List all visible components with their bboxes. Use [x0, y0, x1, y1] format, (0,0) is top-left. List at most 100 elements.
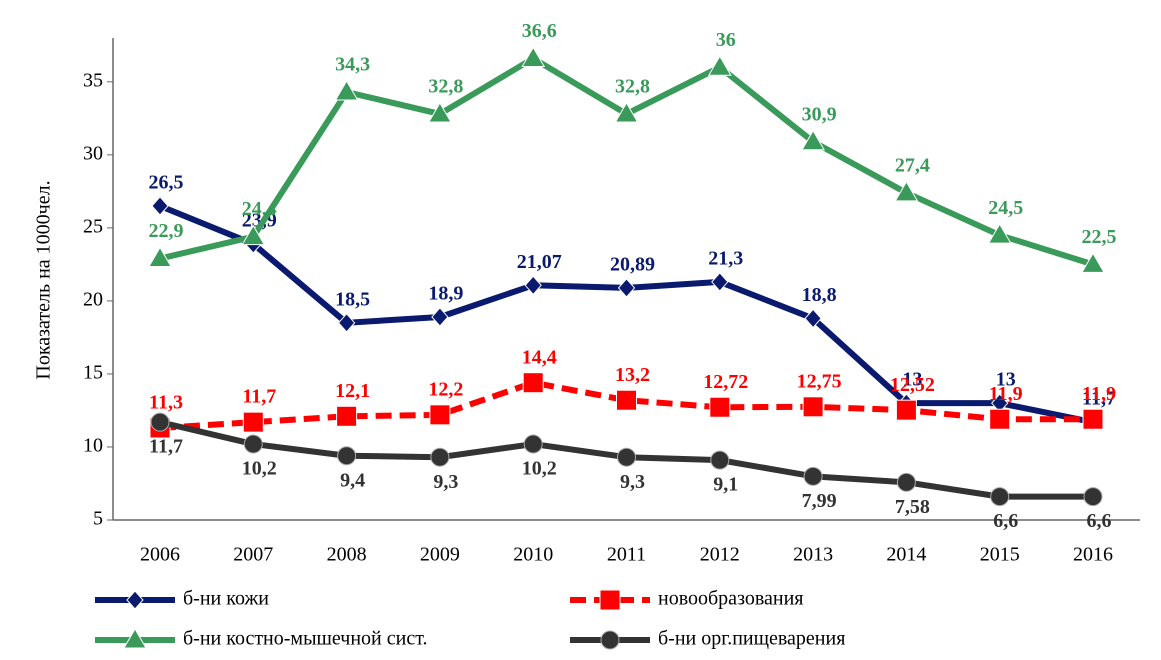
legend-label: новообразования [658, 588, 804, 610]
legend-marker [600, 630, 620, 650]
data-point [1081, 252, 1105, 273]
data-label: 22,9 [149, 220, 184, 242]
data-point [709, 396, 731, 418]
data-point [337, 446, 357, 466]
data-point [243, 434, 263, 454]
x-tick-label: 2012 [700, 544, 740, 566]
data-point [336, 405, 358, 427]
data-label: 26,5 [149, 172, 184, 194]
data-label: 18,5 [335, 288, 370, 310]
x-tick-label: 2009 [420, 544, 460, 566]
data-label: 30,9 [802, 103, 837, 125]
data-point [803, 466, 823, 486]
data-label: 12,2 [428, 378, 463, 400]
data-label: 9,1 [713, 474, 738, 496]
x-tick-label: 2011 [607, 544, 646, 566]
legend-label: б-ни костно-мышечной сист. [183, 628, 427, 650]
data-point [614, 101, 639, 123]
data-label: 14,4 [522, 346, 557, 368]
data-point [334, 80, 359, 101]
y-tick-label: 30 [83, 142, 103, 164]
data-point [242, 411, 264, 433]
data-label: 34,3 [335, 54, 370, 76]
data-label: 36,6 [522, 20, 557, 42]
data-label: 13 [902, 369, 922, 391]
x-tick-label: 2013 [793, 544, 833, 566]
data-label: 13 [996, 369, 1016, 391]
x-tick-label: 2008 [327, 544, 367, 566]
data-point [987, 223, 1012, 244]
data-label: 11,7 [1082, 388, 1116, 410]
x-tick-label: 2006 [140, 544, 180, 566]
legend-marker [599, 589, 621, 611]
y-tick-label: 10 [83, 435, 103, 457]
data-point [801, 129, 825, 151]
data-label: 32,8 [615, 76, 650, 98]
data-point [337, 313, 356, 333]
data-label: 11,7 [242, 386, 276, 408]
data-point [989, 408, 1011, 430]
x-tick-label: 2015 [980, 544, 1020, 566]
data-point [617, 278, 636, 298]
data-point [523, 434, 543, 454]
data-label: 36 [716, 29, 736, 51]
data-point [429, 404, 451, 426]
data-label: 21,07 [517, 251, 562, 273]
data-point [521, 46, 546, 67]
series-line [159, 379, 1093, 431]
data-label: 9,3 [620, 471, 645, 493]
data-point [1083, 487, 1103, 507]
data-label: 18,9 [428, 283, 463, 305]
data-label: 12,52 [890, 374, 935, 396]
data-label: 12,75 [797, 370, 842, 392]
data-label: 21,3 [708, 248, 743, 270]
data-label: 11,9 [989, 383, 1023, 405]
data-label: 18,8 [802, 284, 837, 306]
data-point [1082, 408, 1104, 430]
data-point [522, 372, 544, 394]
data-point [990, 487, 1010, 507]
data-label: 20,89 [610, 254, 655, 276]
data-point [804, 308, 822, 329]
data-label: 6,6 [993, 510, 1018, 532]
data-label: 11,9 [1082, 383, 1116, 405]
data-point [802, 396, 824, 418]
y-axis-label: Показатель на 1000чел. [33, 180, 55, 379]
data-label: 24,5 [988, 197, 1023, 219]
x-tick-label: 2016 [1073, 544, 1113, 566]
data-point [430, 447, 450, 467]
y-tick-label: 15 [83, 362, 103, 384]
legend-marker [123, 628, 147, 649]
data-point [148, 246, 172, 268]
data-point [710, 450, 730, 470]
y-tick-label: 5 [93, 508, 103, 530]
data-label: 10,2 [242, 458, 277, 480]
data-point [524, 275, 542, 296]
data-point [431, 307, 449, 327]
data-label: 24,4 [242, 198, 277, 220]
data-point [894, 180, 919, 202]
data-label: 27,4 [895, 154, 930, 176]
series-line [158, 203, 1094, 426]
data-point [150, 412, 170, 432]
data-label: 22,5 [1082, 226, 1117, 248]
y-tick-label: 20 [83, 289, 103, 311]
data-label: 32,8 [428, 76, 463, 98]
data-point [428, 101, 452, 123]
data-point [896, 472, 916, 492]
data-point [241, 224, 266, 246]
data-label: 9,4 [340, 469, 365, 491]
data-label: 7,58 [895, 496, 930, 518]
data-label: 7,99 [802, 490, 837, 512]
legend-label: б-ни кожи [183, 588, 269, 610]
data-point [895, 399, 917, 421]
data-point [707, 55, 732, 76]
y-tick-label: 35 [83, 69, 103, 91]
data-label: 12,1 [335, 380, 370, 402]
data-point [616, 389, 637, 411]
data-label: 13,2 [615, 364, 650, 386]
data-label: 12,72 [703, 371, 748, 393]
data-point [711, 272, 729, 292]
legend-label: б-ни орг.пищеварения [658, 628, 845, 650]
